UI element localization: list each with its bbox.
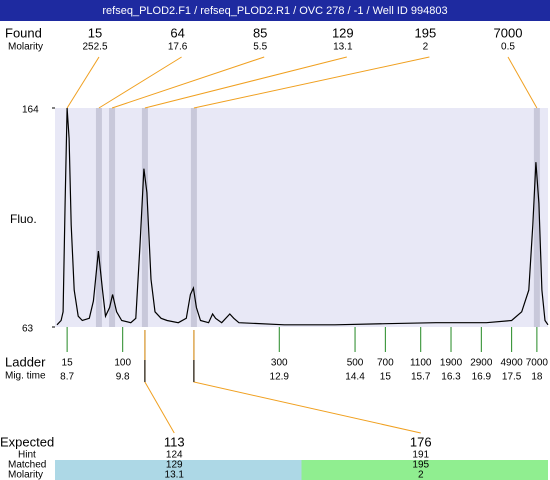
molarity-label: Molarity bbox=[8, 42, 43, 53]
peak-band bbox=[141, 108, 148, 327]
y-tick-label: 164 bbox=[22, 105, 39, 116]
expected-band bbox=[301, 460, 548, 480]
found-molarity: 252.5 bbox=[82, 42, 107, 53]
expected-size: 113 bbox=[164, 434, 185, 449]
found-size: 15 bbox=[88, 25, 102, 40]
ladder-time: 18 bbox=[531, 372, 543, 383]
ladder-time: 16.9 bbox=[472, 372, 492, 383]
found-size: 85 bbox=[253, 25, 267, 40]
ladder-size: 15 bbox=[62, 358, 74, 369]
found-size: 7000 bbox=[494, 25, 523, 40]
peak-band bbox=[95, 108, 102, 327]
found-size: 195 bbox=[415, 25, 437, 40]
expected-hint: 191 bbox=[412, 450, 429, 461]
found-size: 64 bbox=[170, 25, 184, 40]
ladder-size: 4900 bbox=[501, 358, 524, 369]
ladder-label: Ladder bbox=[5, 354, 46, 369]
found-molarity: 2 bbox=[423, 42, 429, 53]
found-link bbox=[111, 56, 265, 109]
peak-band bbox=[533, 108, 540, 327]
ladder-time: 12.9 bbox=[270, 372, 290, 383]
found-link bbox=[98, 56, 182, 109]
matched-label: Matched bbox=[8, 460, 46, 471]
peak-band bbox=[109, 108, 116, 327]
ladder-size: 100 bbox=[114, 358, 131, 369]
expected-size: 176 bbox=[410, 434, 432, 449]
found-link bbox=[507, 56, 538, 109]
ladder-time: 16.3 bbox=[441, 372, 461, 383]
expected-matched: 129 bbox=[166, 460, 183, 471]
found-link bbox=[144, 56, 347, 109]
ladder-size: 7000 bbox=[526, 358, 549, 369]
expected-molarity: 2 bbox=[418, 470, 424, 480]
ladder-time: 15.7 bbox=[411, 372, 431, 383]
ladder-time: 17.5 bbox=[502, 372, 522, 383]
ladder-size: 500 bbox=[347, 358, 364, 369]
expected-hint: 124 bbox=[166, 450, 183, 461]
found-size: 129 bbox=[332, 25, 354, 40]
ladder-time: 9.8 bbox=[116, 372, 130, 383]
found-molarity: 0.5 bbox=[501, 42, 515, 53]
ladder-time: 14.4 bbox=[345, 372, 365, 383]
expected-matched: 195 bbox=[412, 460, 429, 471]
ladder-size: 1900 bbox=[440, 358, 463, 369]
found-molarity: 13.1 bbox=[333, 42, 353, 53]
header-bar bbox=[0, 0, 550, 21]
header-title: refseq_PLOD2.F1 / refseq_PLOD2.R1 / OVC … bbox=[102, 5, 447, 17]
y-axis-label: Fluo. bbox=[10, 212, 37, 226]
ladder-size: 300 bbox=[271, 358, 288, 369]
ladder-time: 8.7 bbox=[60, 372, 74, 383]
mig-time-label: Mig. time bbox=[5, 371, 46, 382]
ladder-size: 700 bbox=[377, 358, 394, 369]
peak-band bbox=[190, 108, 197, 327]
trace bbox=[56, 107, 549, 326]
expected-molarity: 13.1 bbox=[165, 470, 185, 480]
ladder-size: 2900 bbox=[470, 358, 493, 369]
expected-band bbox=[55, 460, 302, 480]
expected-molarity-label: Molarity bbox=[8, 470, 43, 480]
hint-label: Hint bbox=[18, 450, 36, 461]
plot-area bbox=[55, 108, 548, 327]
expected-label: Expected bbox=[0, 434, 54, 449]
found-molarity: 17.6 bbox=[168, 42, 188, 53]
found-link bbox=[66, 56, 100, 109]
found-link bbox=[193, 56, 430, 109]
found-molarity: 5.5 bbox=[253, 42, 267, 53]
expected-link bbox=[144, 330, 175, 434]
y-tick-label: 63 bbox=[22, 324, 34, 335]
ladder-size: 1100 bbox=[410, 358, 432, 369]
found-label: Found bbox=[5, 25, 42, 40]
ladder-time: 15 bbox=[380, 372, 392, 383]
